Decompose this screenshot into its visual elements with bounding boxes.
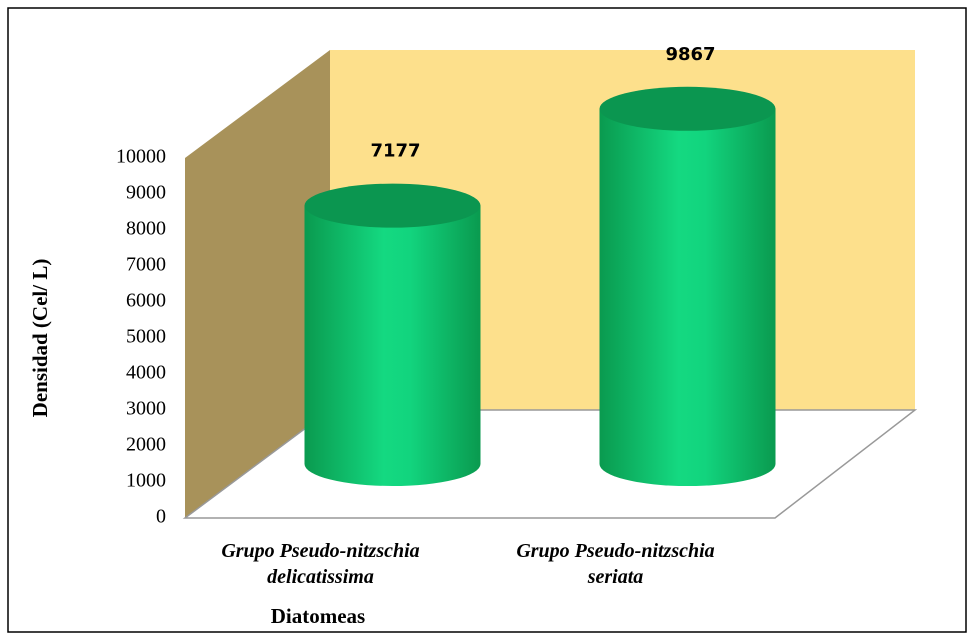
- y-tick-label: 3000: [126, 398, 166, 420]
- y-tick-label: 2000: [126, 434, 166, 456]
- value-label: 9867: [665, 44, 715, 65]
- cylinder-body: [304, 205, 481, 487]
- cylinder-body: [599, 108, 776, 487]
- y-tick-label: 10000: [116, 146, 166, 168]
- x-tick-label: Grupo Pseudo-nitzschia delicatissima: [221, 540, 420, 588]
- x-axis-title: Diatomeas: [271, 604, 365, 628]
- y-tick-label: 0: [156, 506, 166, 528]
- y-tick-label: 9000: [126, 182, 166, 204]
- cylinder-top: [599, 86, 776, 131]
- y-tick-label: 5000: [126, 326, 166, 348]
- y-tick-label: 6000: [126, 290, 166, 312]
- y-tick-label: 8000: [126, 218, 166, 240]
- y-tick-label: 4000: [126, 362, 166, 384]
- cylinder-top: [304, 183, 481, 228]
- side-wall: [185, 50, 330, 518]
- y-tick-label: 7000: [126, 254, 166, 276]
- cylinder: [304, 183, 481, 487]
- y-tick-label: 1000: [126, 470, 166, 492]
- value-label: 7177: [370, 141, 420, 162]
- cylinder: [599, 86, 776, 487]
- x-tick-label: Grupo Pseudo-nitzschia seriata: [516, 540, 715, 588]
- y-axis-title: Densidad (Cel/ L): [28, 259, 52, 418]
